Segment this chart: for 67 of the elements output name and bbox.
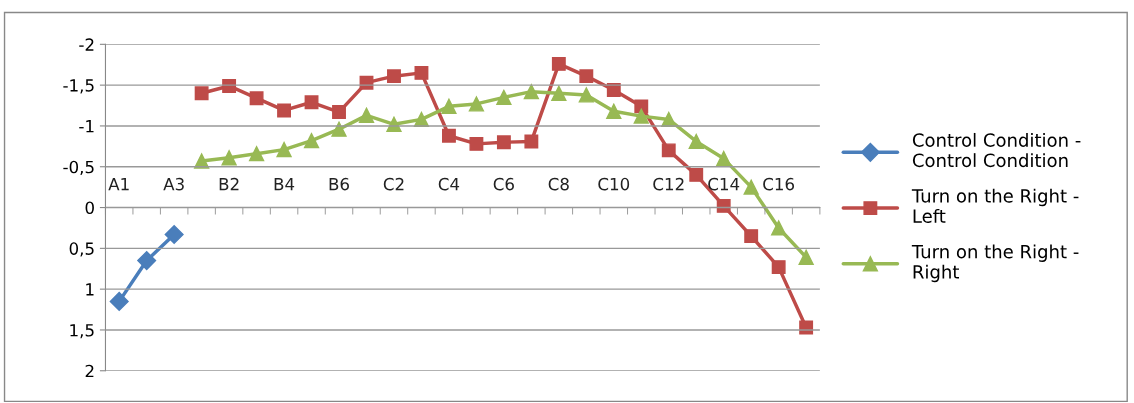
point bbox=[523, 84, 540, 100]
x-tick-label: C12 bbox=[653, 177, 684, 191]
x-tick-label: B4 bbox=[274, 178, 295, 191]
x-tick-label: C16 bbox=[763, 177, 795, 191]
point bbox=[469, 136, 484, 151]
point bbox=[332, 105, 346, 120]
point bbox=[194, 86, 209, 101]
x-tick-label: B6 bbox=[329, 177, 349, 191]
point bbox=[109, 291, 129, 311]
point bbox=[137, 251, 157, 271]
y-tick-label: -1,5 bbox=[63, 79, 94, 94]
point bbox=[249, 91, 264, 106]
point bbox=[441, 98, 457, 114]
point bbox=[387, 69, 401, 84]
x-tick-label: A3 bbox=[163, 177, 184, 191]
y-tick-label: -0,5 bbox=[63, 160, 94, 176]
point bbox=[331, 121, 347, 137]
legend-label: Control Condition - Control Condition bbox=[912, 132, 1081, 168]
x-tick-label: C8 bbox=[548, 177, 569, 191]
x-tick-label: B2 bbox=[219, 177, 239, 191]
point bbox=[744, 229, 759, 244]
point bbox=[606, 103, 622, 119]
point bbox=[551, 85, 567, 101]
y-tick-label: 0 bbox=[85, 201, 94, 215]
point bbox=[633, 108, 649, 124]
point bbox=[579, 69, 594, 84]
point bbox=[164, 224, 184, 245]
x-tick-label: C2 bbox=[383, 177, 404, 191]
point bbox=[303, 132, 320, 149]
point bbox=[496, 135, 511, 150]
x-tick-label: C4 bbox=[438, 177, 460, 191]
point bbox=[524, 134, 539, 149]
y-tick-label: -2 bbox=[79, 38, 94, 51]
y-tick-label: -1 bbox=[79, 120, 94, 133]
point bbox=[304, 95, 319, 110]
point bbox=[221, 150, 237, 166]
point bbox=[798, 249, 814, 265]
point bbox=[468, 96, 485, 112]
point bbox=[771, 220, 787, 236]
x-tick-label: C14 bbox=[708, 177, 740, 191]
point bbox=[743, 179, 759, 195]
point bbox=[716, 198, 731, 213]
point bbox=[277, 103, 292, 118]
y-tick-label: 1,5 bbox=[70, 324, 94, 339]
point bbox=[414, 65, 429, 80]
point bbox=[441, 128, 456, 143]
legend-label: Turn on the Right - Right bbox=[911, 244, 1079, 283]
point bbox=[688, 133, 704, 150]
point bbox=[358, 107, 375, 123]
point bbox=[248, 146, 265, 162]
point bbox=[716, 150, 732, 167]
legend-label: Turn on the Right - Left bbox=[911, 188, 1079, 223]
point bbox=[578, 87, 594, 103]
point bbox=[193, 153, 210, 169]
point bbox=[551, 56, 566, 71]
point bbox=[661, 143, 676, 158]
x-tick-label: A1 bbox=[108, 178, 129, 191]
point bbox=[276, 141, 292, 158]
y-tick-label: 0,5 bbox=[69, 242, 94, 257]
point bbox=[634, 99, 649, 114]
x-tick-label: C10 bbox=[598, 177, 630, 191]
point bbox=[771, 260, 786, 275]
point bbox=[689, 167, 704, 182]
y-tick-label: 1 bbox=[86, 283, 94, 296]
point bbox=[496, 89, 512, 106]
x-tick-label: C6 bbox=[493, 177, 514, 191]
y-tick-label: 2 bbox=[85, 364, 94, 378]
